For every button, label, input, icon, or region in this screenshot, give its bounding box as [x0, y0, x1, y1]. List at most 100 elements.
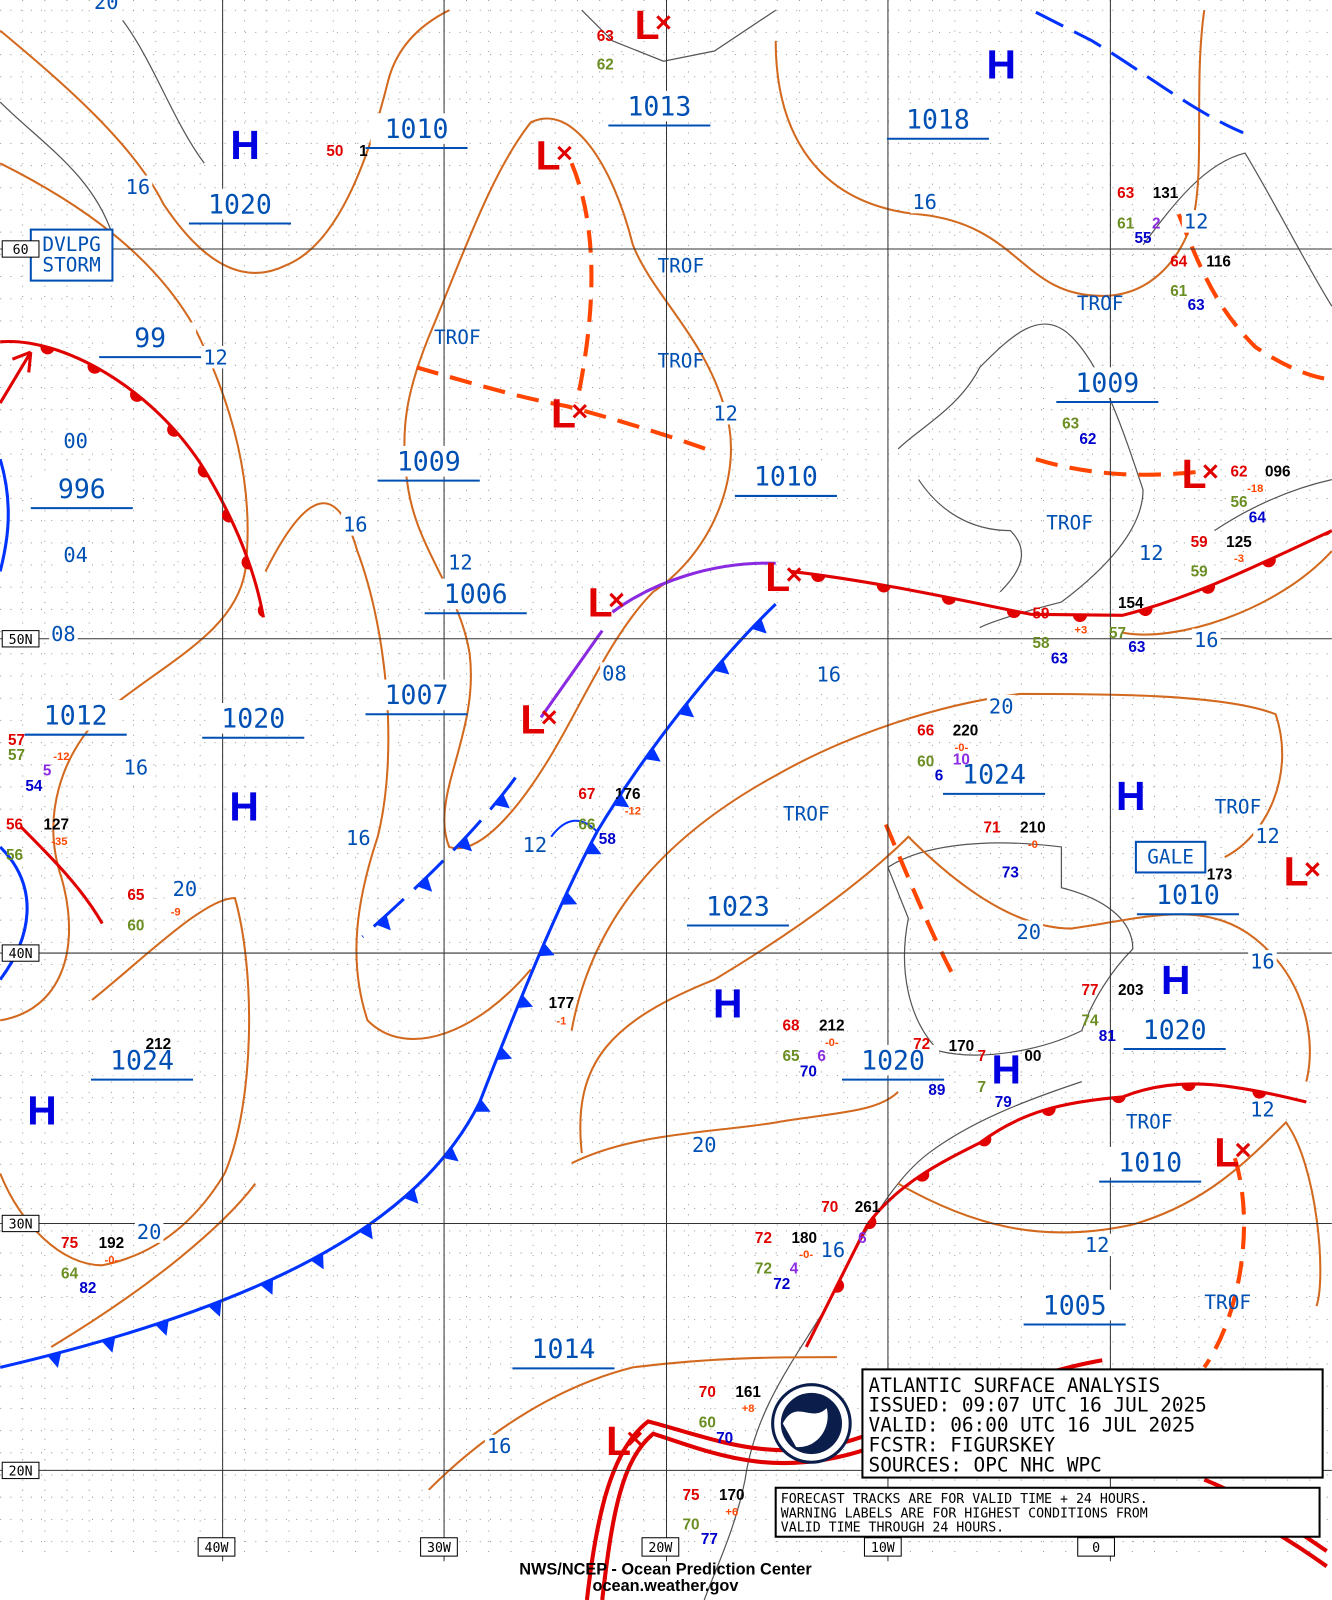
station-value: -0-: [105, 1254, 119, 1266]
longitude-label: 0: [1092, 1541, 1100, 1556]
isobar-label: 16: [1194, 628, 1219, 652]
isobar-label-bg: [121, 756, 151, 779]
station-value: 81: [1099, 1028, 1117, 1045]
pressure-label: 1010: [754, 462, 818, 493]
station-value: 62: [1230, 464, 1247, 481]
pressure-label: 1024: [962, 760, 1026, 791]
station-value: 7: [978, 1079, 987, 1096]
isobar-label-bg: [123, 175, 153, 198]
lon-label-box: [863, 1537, 902, 1557]
isobar-label: 12: [1250, 1097, 1275, 1121]
station-value: 161: [735, 1384, 761, 1401]
warm-front-bump: [1262, 557, 1276, 568]
isobar-label: 16: [346, 826, 371, 850]
warning-label: GALE: [1147, 845, 1194, 868]
isobar-label-bg: [92, 0, 121, 14]
station-value: 57: [8, 747, 25, 764]
station-value: 64: [1249, 509, 1267, 526]
lon-label-box: [1077, 1537, 1115, 1557]
pressure-label-bg: [35, 473, 128, 505]
lon-label-box: [197, 1537, 236, 1557]
pressure-label-bg: [847, 1044, 939, 1076]
station-value: 54: [25, 778, 43, 795]
isobar-label: 12: [523, 833, 548, 857]
station-value: 131: [1153, 185, 1179, 202]
isobar-label: 12: [1085, 1233, 1110, 1257]
isobar-label-bg: [520, 833, 550, 857]
pressure-label-bg: [1104, 1146, 1197, 1178]
longitude-label: 40W: [205, 1541, 229, 1556]
note-box: [774, 1486, 1321, 1538]
station-value: 72: [913, 1036, 930, 1053]
pressure-label-bg: [382, 445, 475, 477]
legend-box: [861, 1368, 1324, 1479]
pressure-label: 1020: [221, 704, 285, 735]
cold-front-barb: [260, 1278, 274, 1295]
station-value: 00: [1024, 1048, 1041, 1065]
trof-label: TROF: [1077, 292, 1124, 315]
pressure-label-bg: [739, 461, 832, 492]
isobar-label: 12: [1184, 210, 1209, 234]
trof-label: TROF: [657, 254, 704, 277]
station-value: 1: [359, 143, 368, 160]
station-value: 7: [978, 1048, 987, 1065]
isobar-label: 12: [448, 550, 473, 574]
pressure-label: 1007: [385, 680, 449, 711]
pressure-label-bg: [692, 890, 784, 922]
station-value: 192: [99, 1235, 125, 1252]
station-value: 70: [821, 1199, 838, 1216]
isobar-label: 00: [63, 429, 88, 453]
station-value: 212: [146, 1036, 172, 1053]
station-value: 6: [817, 1048, 826, 1065]
station-value: 75: [682, 1487, 700, 1504]
isobar-label: 12: [203, 345, 228, 369]
footer-line: NWS/NCEP - Ocean Prediction Center: [519, 1560, 812, 1578]
isobar-label-bg: [1082, 1233, 1112, 1257]
station-value: 82: [79, 1280, 96, 1297]
low-center: L: [536, 132, 561, 178]
warm-front-bump: [221, 508, 233, 523]
note-line: WARNING LABELS ARE FOR HIGHEST CONDITION…: [781, 1506, 1148, 1521]
latitude-label: 60: [13, 243, 29, 258]
pressure-label: 1010: [1118, 1147, 1182, 1178]
pressure-label: 1009: [1075, 368, 1139, 399]
warm-front-bump: [197, 464, 209, 478]
station-value: 60: [127, 918, 144, 935]
isobar-label: 16: [124, 755, 149, 779]
low-x: [557, 145, 572, 161]
isobar-label: 16: [821, 1238, 846, 1262]
legend-line: SOURCES: OPC NHC WPC: [869, 1453, 1102, 1476]
lat-lon-grid: [0, 0, 1332, 1562]
high-center: H: [1116, 773, 1145, 819]
low-x: [786, 567, 802, 582]
station-value: 65: [127, 887, 145, 904]
station-value: 62: [1079, 431, 1096, 448]
isobar-label: 20: [173, 877, 198, 901]
isobar-label-bg: [170, 877, 200, 900]
pressure-label: 1010: [385, 114, 449, 145]
station-value: -1: [556, 1015, 566, 1027]
station-value: 68: [782, 1018, 800, 1035]
isobar-label: 16: [343, 513, 368, 537]
low-x: [1235, 1142, 1251, 1158]
station-value: 56: [1230, 494, 1247, 511]
isobar-label-bg: [818, 1238, 848, 1262]
warm-front-bump: [1041, 1107, 1056, 1117]
isobar-label-bg: [1136, 541, 1166, 565]
station-value: 59: [1191, 534, 1208, 551]
isobar-label: 20: [94, 0, 119, 14]
trof-label: TROF: [434, 326, 481, 349]
cold-front-barb: [644, 747, 661, 762]
station-value: 73: [1002, 865, 1019, 882]
cold-front-barb: [358, 1223, 373, 1240]
pressure-label: 1023: [706, 891, 770, 922]
station-value: 63: [597, 28, 614, 45]
station-value: 70: [682, 1517, 699, 1534]
pressure-label: 1020: [208, 189, 272, 220]
pressure-label-bg: [613, 90, 706, 122]
station-value: 59: [1032, 605, 1049, 622]
pressure-label-bg: [1128, 1014, 1221, 1045]
low-center: L: [1214, 1129, 1239, 1175]
pressure-label: 996: [58, 474, 106, 505]
